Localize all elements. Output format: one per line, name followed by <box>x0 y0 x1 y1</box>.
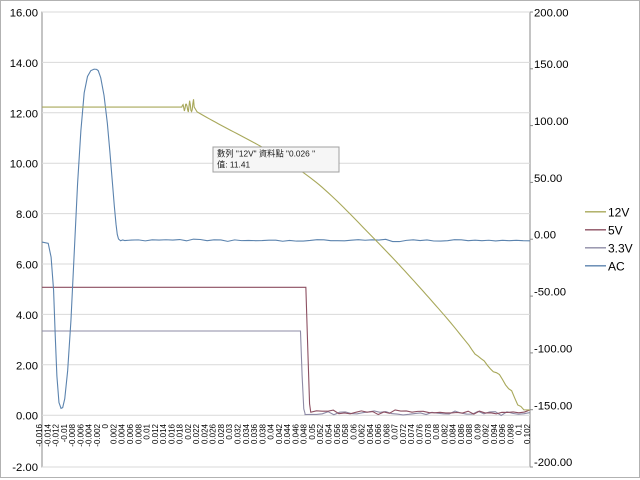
svg-text:16.00: 16.00 <box>10 8 38 20</box>
svg-text:50.00: 50.00 <box>534 173 562 185</box>
svg-text:100.00: 100.00 <box>534 116 569 128</box>
svg-text:-2.00: -2.00 <box>12 462 38 474</box>
svg-text:-100.00: -100.00 <box>534 344 572 356</box>
svg-text:0.00: 0.00 <box>16 411 38 423</box>
svg-text:值: 11.41: 值: 11.41 <box>217 160 250 170</box>
svg-text:AC: AC <box>608 259 625 273</box>
svg-text:14.00: 14.00 <box>10 58 38 70</box>
svg-text:3.3V: 3.3V <box>608 241 633 255</box>
svg-text:-50.00: -50.00 <box>534 287 566 299</box>
svg-text:8.00: 8.00 <box>16 209 38 221</box>
svg-text:150.00: 150.00 <box>534 59 569 71</box>
svg-text:-200.00: -200.00 <box>534 457 572 469</box>
svg-text:4.00: 4.00 <box>16 310 38 322</box>
svg-text:-150.00: -150.00 <box>534 400 572 412</box>
svg-text:10.00: 10.00 <box>10 159 38 171</box>
svg-text:數列 "12V" 資料點 "0.026 ": 數列 "12V" 資料點 "0.026 " <box>217 149 315 159</box>
svg-text:0.102: 0.102 <box>523 423 532 444</box>
svg-text:12V: 12V <box>608 205 629 219</box>
svg-text:2.00: 2.00 <box>16 360 38 372</box>
svg-text:200.00: 200.00 <box>534 8 569 20</box>
svg-text:12.00: 12.00 <box>10 108 38 120</box>
svg-text:0.00: 0.00 <box>534 230 556 242</box>
svg-text:6.00: 6.00 <box>16 260 38 272</box>
svg-text:5V: 5V <box>608 223 623 237</box>
